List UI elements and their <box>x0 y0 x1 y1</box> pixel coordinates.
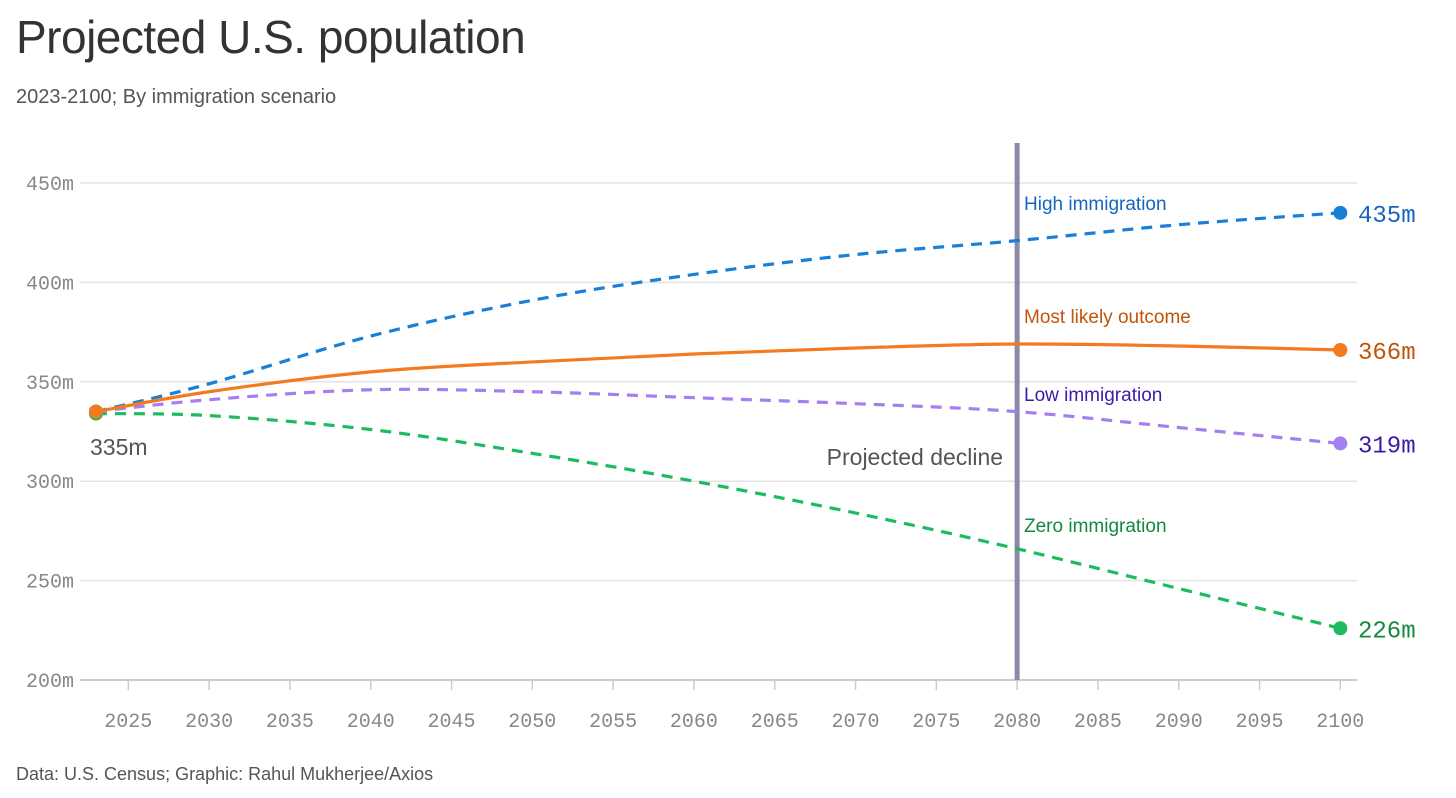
projected-decline-label: Projected decline <box>827 444 1003 470</box>
series-line-most-likely-outcome <box>95 342 1341 414</box>
x-tick-label: 2050 <box>508 711 556 734</box>
end-point <box>1333 436 1348 451</box>
y-tick-label: 400m <box>26 273 74 296</box>
x-tick-label: 2060 <box>670 711 718 734</box>
start-value-label: 335m <box>90 434 148 460</box>
x-tick-label: 2025 <box>104 711 152 734</box>
end-value-label: 226m <box>1358 618 1416 645</box>
y-tick-label: 250m <box>26 572 74 595</box>
series-label: High immigration <box>1024 194 1167 215</box>
x-tick-label: 2070 <box>832 711 880 734</box>
chart-title: Projected U.S. population <box>16 11 526 63</box>
x-tick-label: 2055 <box>589 711 637 734</box>
end-point <box>1333 205 1348 220</box>
y-tick-label: 200m <box>26 671 74 694</box>
x-tick-label: 2045 <box>428 711 476 734</box>
chart-subtitle: 2023-2100; By immigration scenario <box>16 86 337 108</box>
end-value-label: 319m <box>1358 433 1416 460</box>
y-tick-label: 300m <box>26 472 74 495</box>
y-tick-label: 350m <box>26 373 74 396</box>
x-tick-label: 2100 <box>1316 711 1364 734</box>
x-tick-label: 2030 <box>185 711 233 734</box>
x-tick-label: 2065 <box>751 711 799 734</box>
end-point <box>1333 342 1348 357</box>
start-point <box>89 404 103 419</box>
x-tick-label: 2090 <box>1155 711 1203 734</box>
x-tick-label: 2075 <box>912 711 960 734</box>
series-line-zero-immigration <box>95 412 1341 630</box>
x-tick-label: 2040 <box>347 711 395 734</box>
x-tick-label: 2080 <box>993 711 1041 734</box>
series-line-high-immigration <box>95 211 1341 414</box>
series-label: Low immigration <box>1024 385 1162 406</box>
series-label: Most likely outcome <box>1024 307 1191 328</box>
y-tick-label: 450m <box>26 174 74 197</box>
series-label: Zero immigration <box>1024 516 1167 537</box>
chart-source: Data: U.S. Census; Graphic: Rahul Mukher… <box>16 764 434 784</box>
x-tick-label: 2095 <box>1236 711 1284 734</box>
series-line-low-immigration <box>95 387 1341 446</box>
x-tick-label: 2035 <box>266 711 314 734</box>
end-point <box>1333 621 1348 636</box>
end-value-label: 366m <box>1358 340 1416 367</box>
x-tick-label: 2085 <box>1074 711 1122 734</box>
end-value-label: 435m <box>1358 203 1416 230</box>
